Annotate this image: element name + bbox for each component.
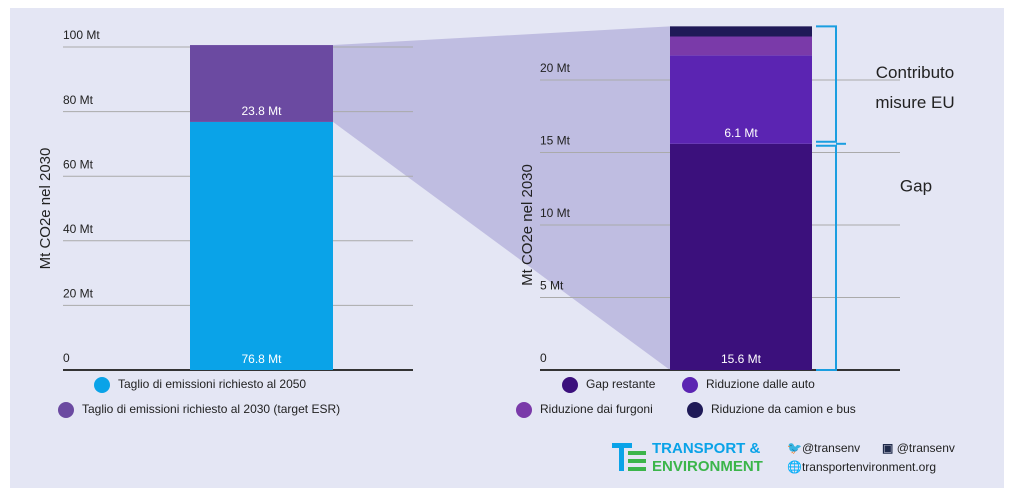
value-label: 23.8 Mt bbox=[241, 104, 282, 118]
website-url: transportenvironment.org bbox=[801, 460, 937, 474]
logo bbox=[612, 441, 648, 478]
legend-label: Taglio di emissioni richiesto al 2030 (t… bbox=[82, 402, 340, 416]
legend-marker bbox=[562, 377, 578, 393]
y-tick-label: 20 Mt bbox=[540, 61, 571, 75]
bar-segment bbox=[670, 26, 812, 37]
annotation: Contributo misure EU bbox=[875, 63, 955, 112]
bracket bbox=[816, 144, 837, 371]
y-tick-label: 10 Mt bbox=[540, 206, 571, 220]
facebook-handle: @transenv bbox=[896, 441, 955, 455]
y-tick-label: 0 bbox=[63, 351, 70, 365]
y-tick-label: 5 Mt bbox=[540, 279, 564, 293]
legend-label: Riduzione da camion e bus bbox=[711, 402, 856, 416]
website: 🌐transportenvironment.org bbox=[787, 460, 937, 474]
y-tick-label: 60 Mt bbox=[63, 157, 94, 171]
y-tick-label: 80 Mt bbox=[63, 93, 94, 107]
facebook: ▣ @transenv bbox=[882, 441, 955, 455]
legend-label: Riduzione dalle auto bbox=[706, 377, 815, 391]
legend-label: Gap restante bbox=[586, 377, 656, 391]
brand-line1: TRANSPORT & bbox=[652, 440, 761, 457]
y-axis-title: Mt CO2e nel 2030 bbox=[519, 164, 536, 286]
y-tick-label: 20 Mt bbox=[63, 287, 94, 301]
bar-segment bbox=[670, 55, 812, 144]
brand-line2: ENVIRONMENT bbox=[652, 458, 763, 475]
legend-marker bbox=[687, 402, 703, 418]
twitter-handle: @transenv bbox=[801, 441, 861, 455]
y-tick-label: 15 Mt bbox=[540, 134, 571, 148]
connector bbox=[333, 26, 670, 370]
y-axis-title: Mt CO2e nel 2030 bbox=[37, 148, 54, 270]
logo-icon bbox=[612, 443, 646, 471]
value-label: 6.1 Mt bbox=[724, 126, 758, 140]
legend-label: Riduzione dai furgoni bbox=[540, 402, 653, 416]
annotation-box: Contributo misure EU bbox=[875, 63, 955, 112]
twitter: 🐦@transenv bbox=[787, 441, 861, 455]
bar-segment bbox=[190, 121, 333, 370]
y-tick-label: 0 bbox=[540, 351, 547, 365]
legend-marker bbox=[516, 402, 532, 418]
bracket bbox=[816, 25, 837, 143]
y-tick-label: 100 Mt bbox=[63, 28, 100, 42]
legend-marker bbox=[94, 377, 110, 393]
legend-label: Taglio di emissioni richiesto al 2050 bbox=[118, 377, 306, 391]
bar-segment bbox=[190, 45, 333, 122]
annotation: Gap bbox=[900, 176, 932, 195]
value-label: 15.6 Mt bbox=[721, 352, 762, 366]
bar-segment bbox=[670, 36, 812, 56]
y-tick-label: 40 Mt bbox=[63, 222, 94, 236]
legend-marker bbox=[682, 377, 698, 393]
legend-marker bbox=[58, 402, 74, 418]
value-label: 76.8 Mt bbox=[241, 352, 282, 366]
bar-segment bbox=[670, 143, 812, 370]
